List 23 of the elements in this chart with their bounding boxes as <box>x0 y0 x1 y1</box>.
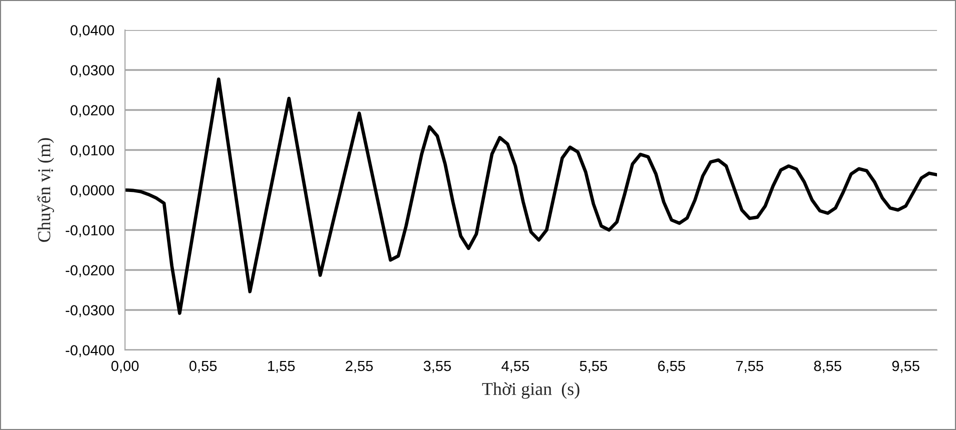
x-tick-label: 9,55 <box>892 360 920 373</box>
x-tick-label: 1,55 <box>268 360 295 373</box>
y-tick-label: 0,0100 <box>70 145 114 158</box>
x-tick-label: 8,55 <box>814 360 842 373</box>
y-tick-label: 0,0400 <box>70 25 114 38</box>
y-tick-label: 0,0200 <box>70 105 114 118</box>
x-tick-label: 3,55 <box>424 360 451 373</box>
y-tick-label: 0,0000 <box>70 185 114 198</box>
x-tick-label: 5,55 <box>580 360 608 373</box>
x-axis-title: Thời gian (s) <box>482 382 580 399</box>
x-tick-label: 0,00 <box>111 360 139 373</box>
y-tick-label: -0,0300 <box>66 305 114 318</box>
y-tick-label: -0,0200 <box>66 265 114 278</box>
y-tick-label: 0,0300 <box>70 65 114 78</box>
x-tick-label: 6,55 <box>658 360 686 373</box>
x-tick-label: 4,55 <box>502 360 529 373</box>
line-series <box>125 78 937 315</box>
y-tick-label: -0,0400 <box>66 345 114 358</box>
x-tick-label: 7,55 <box>736 360 764 373</box>
x-tick-label: 2,55 <box>346 360 373 373</box>
y-axis-title: Chuyển vị (m) <box>37 138 54 242</box>
x-tick-label: 0,55 <box>189 360 217 373</box>
y-tick-label: -0,0100 <box>66 225 114 238</box>
